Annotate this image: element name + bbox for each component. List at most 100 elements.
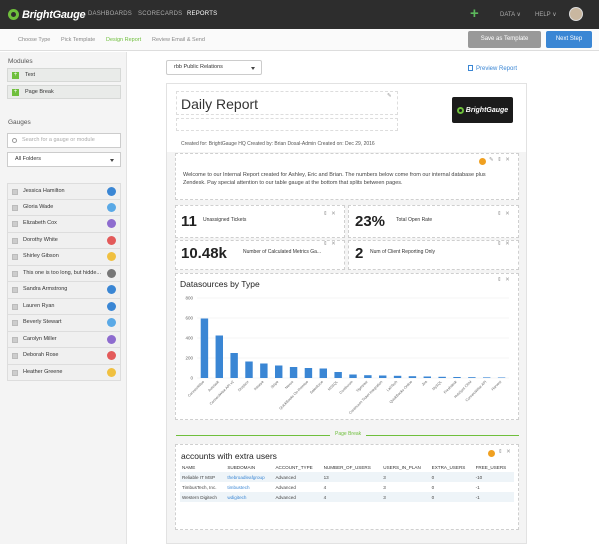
- chart-bar[interactable]: [245, 361, 253, 379]
- drag-handle-icon[interactable]: [12, 336, 18, 343]
- drag-handle-icon[interactable]: [12, 369, 18, 376]
- drag-handle-icon[interactable]: [12, 270, 18, 277]
- table-card[interactable]: [175, 444, 519, 530]
- nav-scorecards[interactable]: SCORECARDS: [138, 11, 183, 17]
- edit-pencil-icon[interactable]: ✎: [387, 93, 393, 99]
- x-tick-label: Freshdesk: [443, 380, 458, 395]
- gauge-list-item[interactable]: This one is too long, but hidde...: [7, 265, 121, 282]
- chart-bar[interactable]: [364, 375, 372, 378]
- column-header[interactable]: USERS_IN_PLAN: [383, 465, 421, 470]
- gauge-list-item[interactable]: Sandra Armstrong: [7, 282, 121, 299]
- gauge-list-item[interactable]: Beverly Stewart: [7, 315, 121, 332]
- subdomain-link[interactable]: thebroadleafgroup: [225, 472, 274, 482]
- chart-bar[interactable]: [379, 375, 387, 379]
- x-tick-label: Dropbox: [237, 380, 250, 393]
- gauge-list-item[interactable]: Lauren Ryan: [7, 298, 121, 315]
- gauge-list-item[interactable]: Jessica Hamilton: [7, 183, 121, 200]
- subdomain-link[interactable]: wdigitech: [225, 492, 274, 502]
- gauge-list-item[interactable]: Carolyn Miller: [7, 331, 121, 348]
- intro-text[interactable]: Welcome to our Internal Report created f…: [183, 172, 486, 186]
- card-move-close-icon[interactable]: ⇕ ✕: [323, 241, 337, 247]
- chart-bar[interactable]: [289, 367, 298, 378]
- drag-handle-icon[interactable]: [12, 353, 18, 359]
- chart-bar[interactable]: [334, 372, 342, 378]
- text-module-card[interactable]: [175, 153, 519, 200]
- report-title-field[interactable]: [176, 91, 398, 115]
- save-as-template-button[interactable]: Save as Template: [468, 31, 541, 48]
- add-icon[interactable]: +: [470, 5, 479, 22]
- module-text[interactable]: + Text: [7, 68, 121, 82]
- chart-bar[interactable]: [349, 374, 357, 379]
- chart-bar[interactable]: [230, 353, 238, 378]
- subdomain-link[interactable]: timbustech: [227, 484, 250, 490]
- help-menu[interactable]: HELP ∨: [535, 12, 557, 18]
- chart-bar[interactable]: [215, 335, 223, 379]
- gauge-list-item[interactable]: Heather Greene: [7, 364, 121, 381]
- step-pick-template[interactable]: Pick Template: [61, 37, 96, 43]
- column-header[interactable]: FREE_USERS: [475, 465, 507, 470]
- card-controls-icon[interactable]: ✎ ⇕ ✕: [489, 157, 511, 163]
- chart-bar[interactable]: [319, 368, 327, 379]
- chart-bar[interactable]: [468, 377, 476, 378]
- drag-handle-icon[interactable]: [12, 221, 18, 227]
- drag-handle-icon[interactable]: [12, 189, 18, 195]
- chart-bar[interactable]: [423, 376, 431, 379]
- preview-report-link[interactable]: Preview Report: [468, 65, 517, 72]
- chevron-down-icon: [110, 159, 114, 162]
- chart-bar[interactable]: [304, 368, 313, 378]
- report-subtitle-field[interactable]: [176, 118, 398, 131]
- column-header[interactable]: EXTRA_USERS: [431, 465, 466, 470]
- chart-card[interactable]: [175, 273, 519, 420]
- report-title[interactable]: Daily Report: [181, 96, 259, 112]
- gauge-list-item[interactable]: Shirley Gibson: [7, 249, 121, 266]
- drag-handle-icon[interactable]: [12, 320, 18, 326]
- chart-bar[interactable]: [260, 363, 268, 379]
- gauge-list-item[interactable]: Elizabeth Cox: [7, 216, 121, 233]
- chart-bar[interactable]: [393, 375, 402, 378]
- folder-select[interactable]: All Folders: [7, 152, 121, 167]
- column-header[interactable]: SUBDOMAIN: [227, 465, 256, 470]
- brightgauge-logo-icon: [456, 106, 464, 114]
- chart-bar[interactable]: [438, 376, 446, 378]
- gauge-list-item[interactable]: Gloria Wade: [7, 199, 121, 216]
- brand-logo[interactable]: BrightGauge: [8, 7, 86, 22]
- column-header[interactable]: NAME: [182, 465, 196, 470]
- module-page-break[interactable]: + Page Break: [7, 85, 121, 99]
- drag-handle-icon[interactable]: [12, 287, 18, 293]
- nav-dashboards[interactable]: DASHBOARDS: [88, 11, 133, 17]
- chart-bar[interactable]: [408, 376, 417, 378]
- card-move-close-icon[interactable]: ⇕ ✕: [497, 211, 511, 217]
- drag-handle-icon[interactable]: [12, 237, 18, 244]
- card-move-close-icon[interactable]: ⇕ ✕: [323, 211, 337, 217]
- drag-handle-icon[interactable]: [12, 204, 18, 211]
- chart-bar[interactable]: [497, 377, 506, 379]
- card-move-close-icon[interactable]: ⇕ ✕: [498, 449, 512, 455]
- user-avatar[interactable]: [569, 7, 583, 21]
- chart-bar[interactable]: [483, 377, 491, 378]
- kpi-card[interactable]: [175, 240, 345, 270]
- chart-bar[interactable]: [200, 318, 209, 379]
- template-select[interactable]: rbb Public Relations: [166, 60, 262, 75]
- step-design-report[interactable]: Design Report: [106, 37, 142, 43]
- drag-handle-icon[interactable]: [12, 254, 18, 260]
- column-header[interactable]: NUMBER_OF_USERS: [323, 465, 371, 470]
- step-choose-type[interactable]: Choose Type: [18, 37, 51, 43]
- card-move-close-icon[interactable]: ⇕ ✕: [497, 241, 511, 247]
- gauge-list-item[interactable]: Dorothy White: [7, 232, 121, 249]
- column-header[interactable]: ACCOUNT_TYPE: [275, 465, 313, 470]
- y-tick-label: 0: [190, 376, 193, 381]
- chart-bar[interactable]: [275, 365, 283, 379]
- drag-handle-icon[interactable]: [12, 303, 18, 310]
- kpi-card[interactable]: [175, 205, 345, 238]
- gauge-list-item[interactable]: Deborah Rose: [7, 348, 121, 365]
- data-menu[interactable]: DATA ∨: [500, 12, 521, 18]
- chart-bar[interactable]: [453, 377, 461, 378]
- kpi-card[interactable]: [348, 240, 519, 270]
- next-step-button[interactable]: Next Step: [546, 31, 592, 48]
- kpi-card[interactable]: [348, 205, 519, 238]
- card-move-close-icon[interactable]: ⇕ ✕: [497, 277, 511, 283]
- table-cell: 13: [321, 472, 382, 482]
- step-review-email-send[interactable]: Review Email & Send: [152, 37, 205, 43]
- gauge-search-input[interactable]: Search for a gauge or module: [7, 133, 121, 148]
- nav-reports[interactable]: REPORTS: [187, 11, 218, 17]
